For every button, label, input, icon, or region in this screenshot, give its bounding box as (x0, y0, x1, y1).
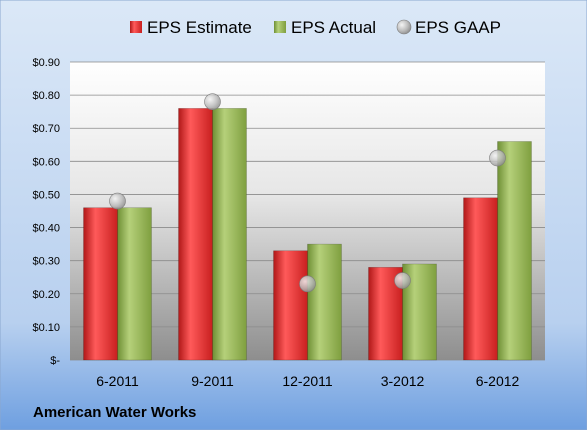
y-tick-label: $- (50, 355, 60, 367)
x-tick-label: 9-2011 (191, 373, 234, 389)
legend-swatch (396, 19, 412, 35)
marker-eps-gaap (204, 93, 221, 111)
legend-label: EPS GAAP (415, 18, 501, 37)
bar-eps-estimate (273, 250, 308, 361)
x-tick-label: 12-2011 (282, 373, 333, 389)
y-tick-label: $0.60 (32, 156, 60, 168)
x-axis-tick-labels: 6-2011 9-2011 12-2011 3-2012 6-2012 (96, 373, 519, 389)
x-tick-label: 6-2012 (476, 373, 520, 389)
footer-label: American Water Works (33, 404, 196, 421)
y-tick-label: $0.70 (32, 123, 60, 135)
legend: EPS Estimate EPS Actual EPS GAAP (130, 18, 501, 37)
bar-eps-actual (212, 108, 247, 361)
y-tick-label: $0.90 (32, 57, 60, 69)
legend-label: EPS Estimate (147, 18, 252, 37)
marker-eps-gaap (489, 149, 506, 167)
x-tick-label: 3-2012 (381, 373, 425, 389)
y-axis-tick-labels: $- $0.10 $0.20 $0.30 $0.40 $0.50 $0.60 $0.70 $0.… (32, 57, 60, 367)
marker-eps-gaap (109, 192, 126, 210)
y-tick-label: $0.40 (32, 223, 60, 235)
y-tick-label: $0.80 (32, 90, 60, 102)
marker-eps-gaap (299, 275, 316, 293)
bar-eps-actual (307, 243, 342, 361)
bar-eps-estimate (463, 197, 498, 361)
legend-swatch (130, 21, 142, 33)
legend-label: EPS Actual (291, 18, 376, 37)
marker-eps-gaap (394, 272, 411, 289)
bar-eps-actual (497, 141, 532, 361)
legend-swatch (274, 21, 286, 33)
y-tick-label: $0.50 (32, 189, 60, 201)
bars (83, 108, 532, 361)
gaap-markers (109, 93, 506, 293)
y-tick-label: $0.10 (32, 322, 60, 334)
y-tick-label: $0.20 (32, 289, 60, 301)
bar-eps-estimate (83, 207, 118, 361)
bar-eps-actual (117, 207, 152, 361)
y-tick-label: $0.30 (32, 256, 60, 268)
x-tick-label: 6-2011 (96, 373, 139, 389)
bar-eps-estimate (178, 108, 213, 361)
